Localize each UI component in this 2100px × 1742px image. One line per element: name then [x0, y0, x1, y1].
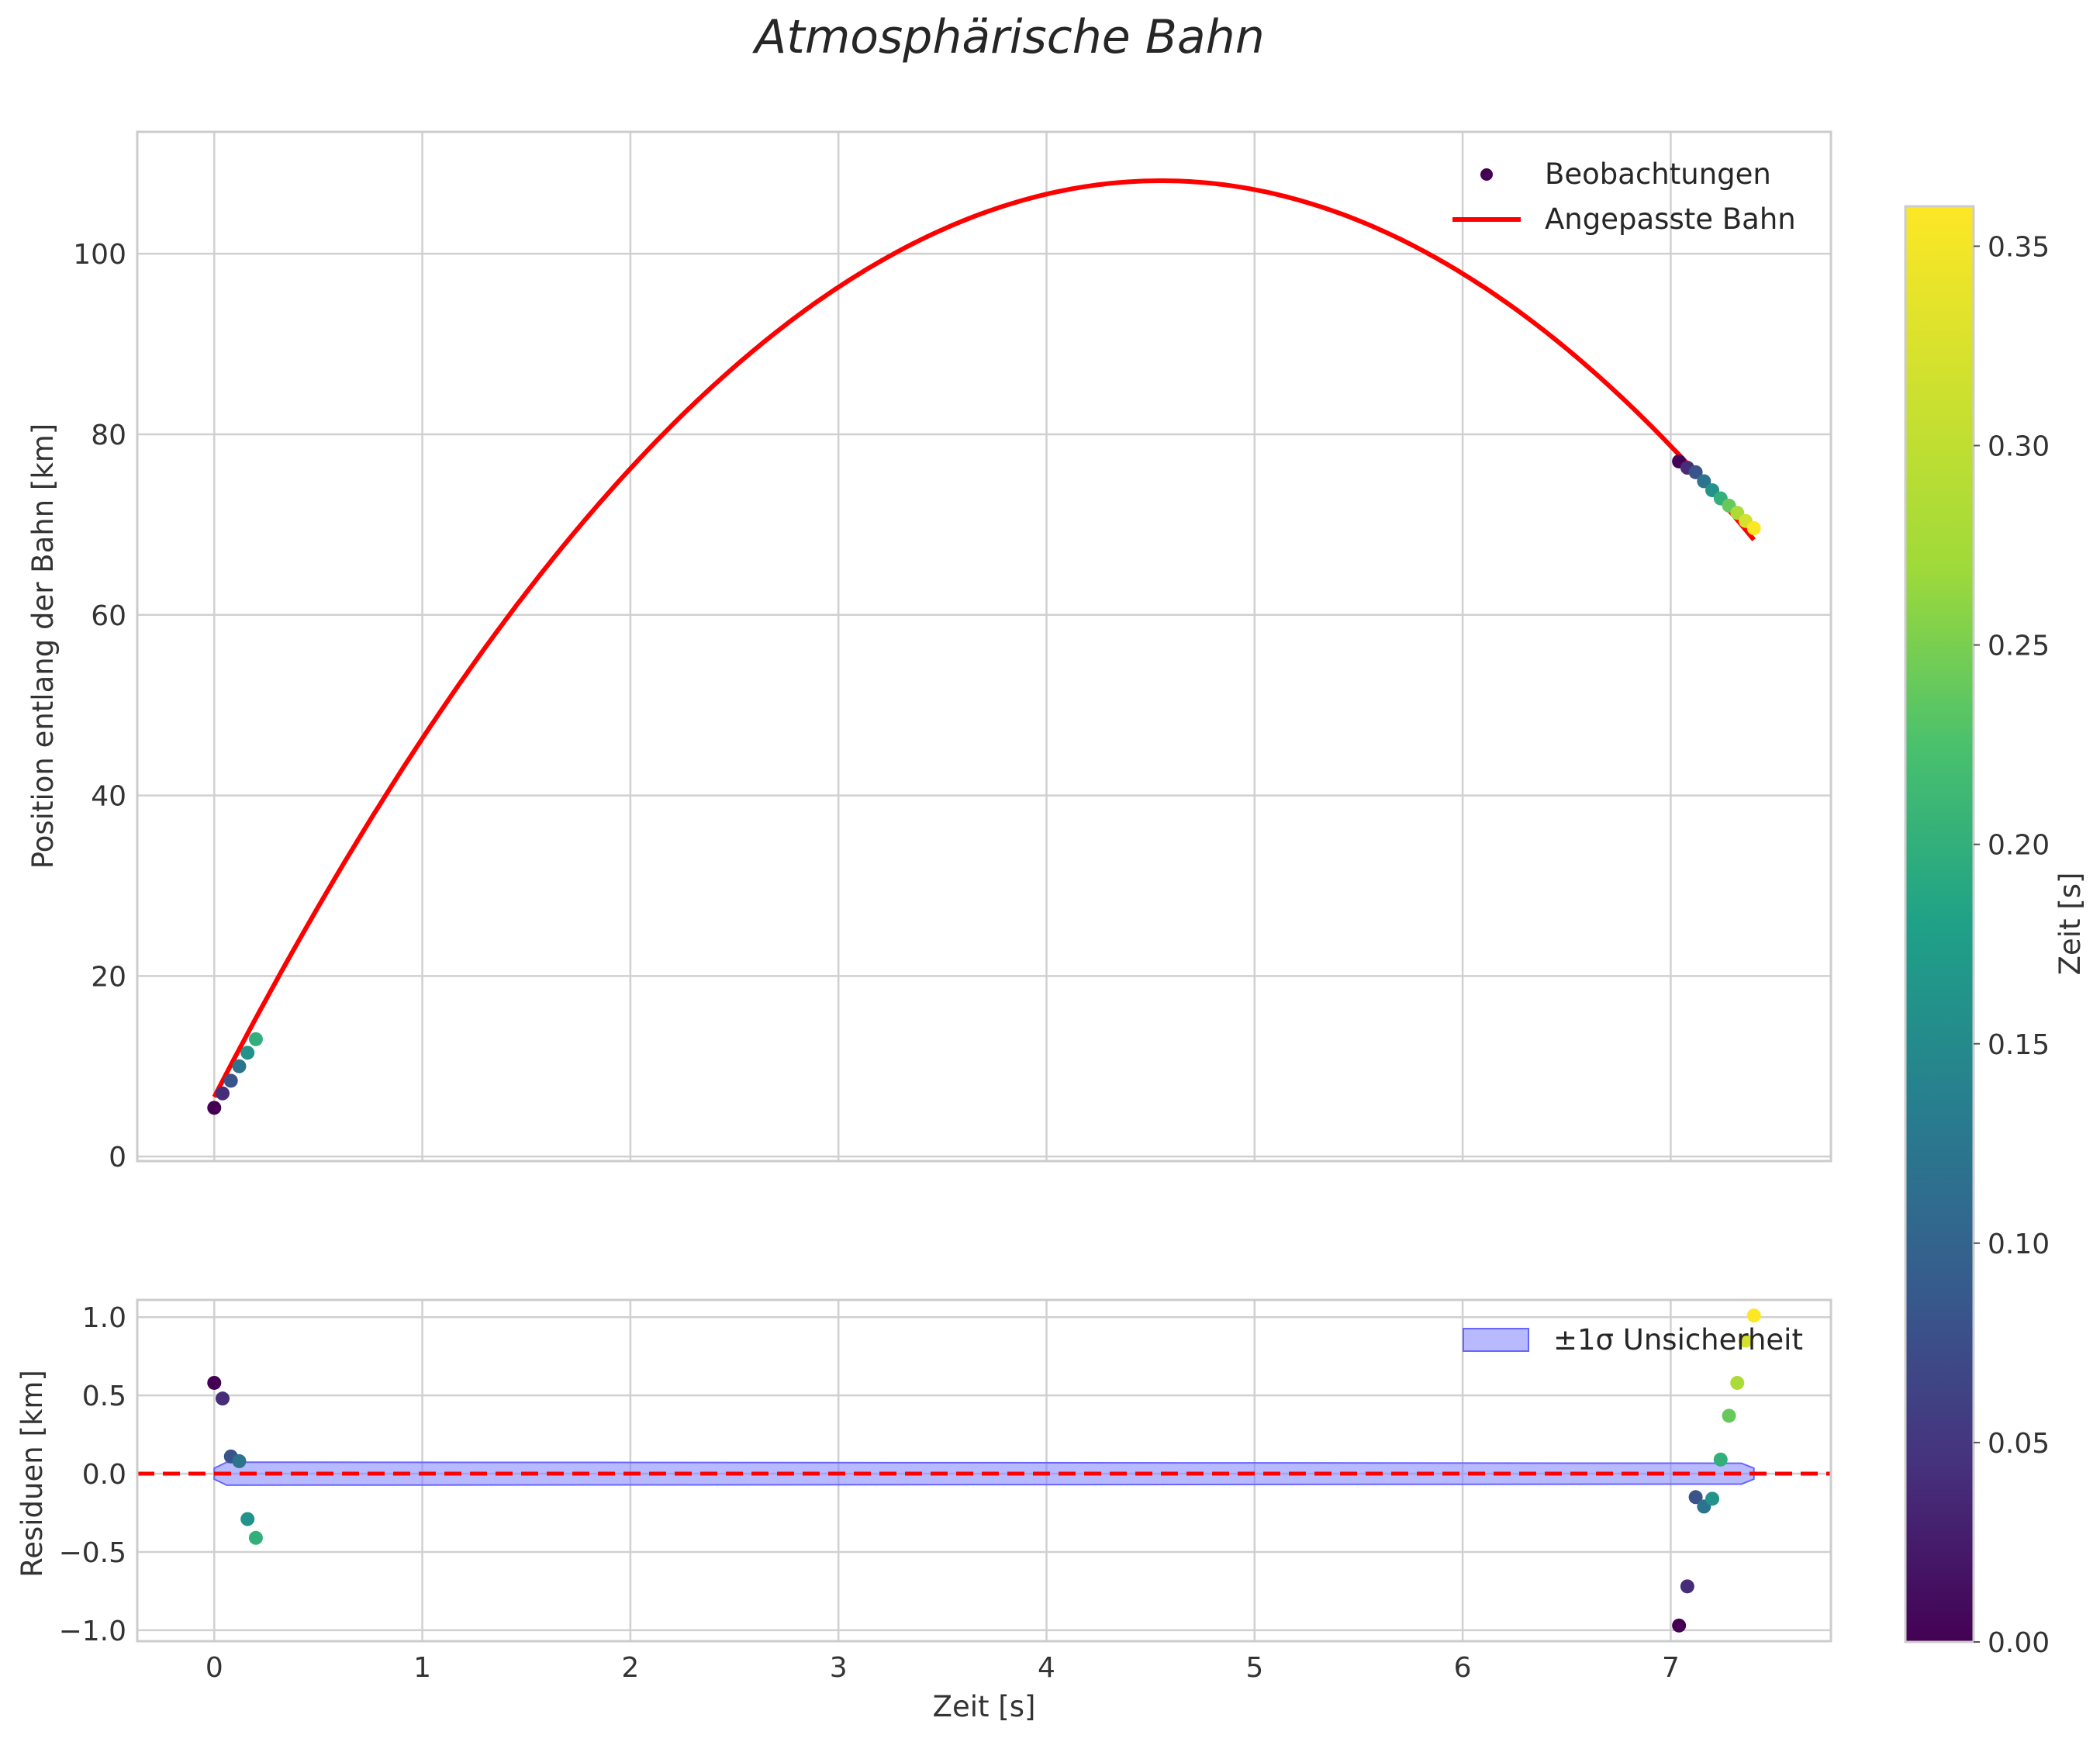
colorbar: 0.00 0.05 0.10 0.15 0.20 0.25 0.30 0.35 Zeit [s…	[1904, 205, 2087, 1659]
colorbar-tick-label: 0.30	[1988, 431, 2050, 463]
residual-point	[1713, 1452, 1728, 1467]
main-y-tick-label: 20	[91, 961, 126, 993]
observation-point	[248, 1032, 263, 1046]
x-tick-label: 1	[413, 1652, 431, 1684]
colorbar-tick-label: 0.15	[1988, 1029, 2050, 1061]
residual-tick-labels: 0 1 2 3 4 5 6 7 −1.0 −0.5 0.0 0.5 1.0	[59, 1302, 1680, 1684]
colorbar-gradient	[1904, 205, 1975, 1643]
residual-point	[1746, 1308, 1761, 1323]
observation-point	[207, 1101, 222, 1115]
x-tick-label: 2	[621, 1652, 639, 1684]
legend-observations-marker	[1480, 168, 1493, 181]
residual-point	[1688, 1490, 1703, 1505]
colorbar-tick-label: 0.00	[1988, 1627, 2050, 1659]
figure-title: Atmosphärische Bahn	[751, 10, 1264, 64]
x-tick-label: 4	[1038, 1652, 1055, 1684]
main-y-tick-label: 100	[73, 239, 126, 271]
legend-fit-label: Angepasste Bahn	[1545, 202, 1796, 236]
main-y-tick-label: 80	[91, 420, 126, 451]
residual-y-tick-label: 0.0	[82, 1459, 126, 1491]
legend-observations-label: Beobachtungen	[1545, 157, 1771, 191]
residual-point	[1705, 1491, 1720, 1506]
residual-y-tick-label: 1.0	[82, 1302, 126, 1334]
residual-point	[1672, 1618, 1687, 1633]
residual-point	[1730, 1375, 1745, 1390]
legend-band-swatch	[1463, 1328, 1529, 1352]
main-plot-area	[137, 132, 1831, 1161]
main-observation-points	[207, 454, 1761, 1115]
residual-legend: ±1σ Unsicherheit	[1463, 1323, 1803, 1357]
colorbar-tick-label: 0.35	[1988, 231, 2050, 263]
observation-point	[223, 1073, 238, 1088]
main-y-axis-label: Position entlang der Bahn [km]	[26, 423, 60, 869]
residual-point	[248, 1530, 263, 1545]
residual-points	[207, 1308, 1761, 1633]
residual-point	[207, 1375, 222, 1390]
observation-point	[216, 1086, 230, 1101]
colorbar-tick-label: 0.05	[1988, 1428, 2050, 1460]
colorbar-tick-labels: 0.00 0.05 0.10 0.15 0.20 0.25 0.30 0.35	[1974, 231, 2050, 1659]
x-tick-label: 6	[1454, 1652, 1472, 1684]
residual-point	[1722, 1408, 1736, 1423]
main-y-tick-label: 60	[91, 600, 126, 632]
legend-band-label: ±1σ Unsicherheit	[1553, 1323, 1803, 1357]
main-legend: Beobachtungen Angepasste Bahn	[1452, 157, 1796, 236]
observation-point	[1697, 474, 1711, 489]
observation-point	[240, 1046, 255, 1060]
observation-point	[1688, 465, 1703, 479]
residual-panel: 0 1 2 3 4 5 6 7−1.0−0.50.00.51.0 Residuen [km] …	[16, 1298, 1832, 1723]
residual-point	[232, 1453, 247, 1468]
colorbar-tick-label: 0.10	[1988, 1229, 2050, 1260]
main-panel: 0 20 40 60 80 100 Position entlang der Bahn […	[26, 130, 1832, 1173]
residual-y-axis-label: Residuen [km]	[16, 1370, 49, 1578]
main-tick-labels: 0 20 40 60 80 100	[73, 239, 126, 1173]
observation-point	[1746, 521, 1761, 536]
residual-point	[216, 1391, 230, 1406]
main-frame	[136, 130, 1832, 1163]
residual-point	[240, 1512, 255, 1526]
residual-frame	[136, 1298, 1832, 1643]
x-tick-label: 3	[830, 1652, 848, 1684]
x-axis-label: Zeit [s]	[933, 1690, 1036, 1723]
residual-point	[1680, 1579, 1694, 1594]
residual-y-tick-label: −0.5	[59, 1537, 126, 1569]
colorbar-tick-label: 0.20	[1988, 830, 2050, 862]
main-y-tick-label: 40	[91, 781, 126, 813]
colorbar-label: Zeit [s]	[2053, 873, 2087, 976]
main-y-tick-label: 0	[109, 1142, 126, 1173]
residual-y-tick-label: 0.5	[82, 1381, 126, 1412]
main-grid	[137, 132, 1831, 1161]
colorbar-tick-label: 0.25	[1988, 631, 2050, 662]
observation-point	[232, 1059, 247, 1073]
residual-y-tick-label: −1.0	[59, 1616, 126, 1647]
main-fit-layer	[212, 178, 1756, 1098]
x-tick-label: 7	[1662, 1652, 1680, 1684]
x-tick-label: 5	[1245, 1652, 1263, 1684]
residual-point	[1738, 1333, 1753, 1348]
fit-curve	[212, 178, 1756, 1098]
x-tick-label: 0	[206, 1652, 223, 1684]
